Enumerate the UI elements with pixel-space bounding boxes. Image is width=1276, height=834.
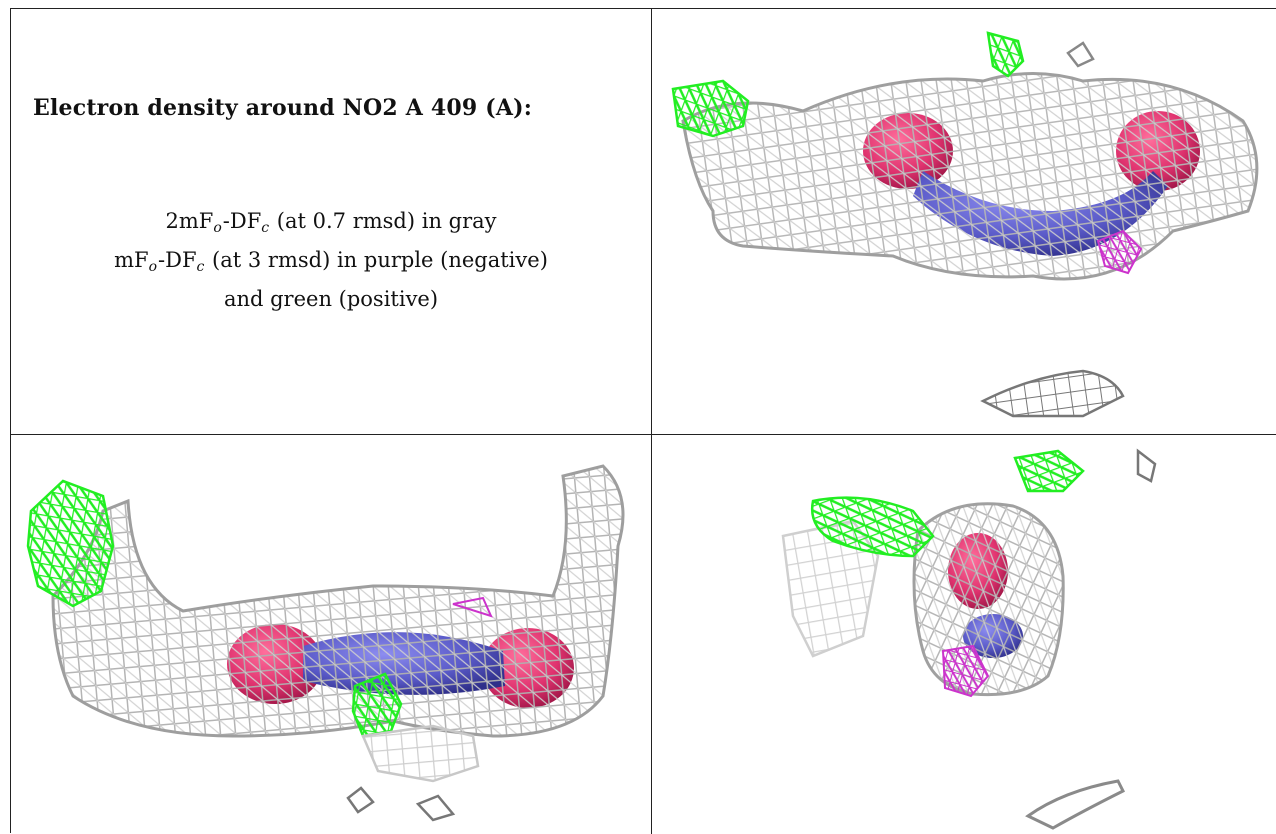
mesh-positive-green (26, 479, 115, 608)
table-column-divider (651, 9, 652, 834)
mesh-fragment (346, 786, 375, 814)
mesh-positive-green (1013, 449, 1085, 493)
mesh-fragment (415, 794, 456, 822)
caption-line-2fofc: 2mFo-DFc (at 0.7 rmsd) in gray (11, 205, 651, 244)
caption-line-fofc-mid: -DF (158, 248, 197, 272)
density-view-top-right (653, 11, 1276, 433)
caption-line-2fofc-sub-o: o (213, 220, 222, 236)
mesh-fragment (1066, 41, 1095, 68)
caption-line-2fofc-prefix: 2mF (165, 209, 214, 233)
mesh-fragment (1136, 448, 1157, 483)
mesh-2fofc-gray (51, 464, 625, 738)
caption-line-2fofc-sub-c: c (261, 220, 270, 236)
caption-line-fofc-sub-o: o (148, 259, 158, 275)
caption-line-fofc-sub-c: c (196, 259, 205, 275)
caption-line-fofc-suffix: (at 3 rmsd) in purple (negative) (205, 248, 548, 272)
table-row-divider (11, 434, 1276, 435)
density-render-1 (671, 31, 1259, 418)
mesh-2fofc-gray (681, 72, 1259, 281)
density-view-bottom-left (13, 436, 650, 834)
mesh-fragment (980, 369, 1125, 418)
caption-line-colors: and green (positive) (223, 287, 439, 311)
mesh-negative-purple (452, 596, 493, 618)
caption-cell: Electron density around NO2 A 409 (A): 2… (11, 9, 651, 434)
mesh-2fofc-gray (912, 502, 1065, 697)
caption-line-fofc: mFo-DFc (at 3 rmsd) in purple (negative) (11, 244, 651, 283)
figure-table: Electron density around NO2 A 409 (A): 2… (10, 8, 1276, 834)
density-view-bottom-right (653, 436, 1276, 834)
caption-title: Electron density around NO2 A 409 (A): (33, 95, 533, 121)
density-render-3 (781, 448, 1157, 830)
mesh-fragment (361, 724, 480, 783)
mesh-fragment (1025, 779, 1126, 830)
mesh-negative-purple (941, 644, 990, 698)
mesh-positive-green (671, 79, 750, 138)
mesh-positive-green (986, 31, 1025, 78)
density-render-2 (26, 464, 625, 822)
mesh-negative-purple (1096, 229, 1143, 275)
caption-body: 2mFo-DFc (at 0.7 rmsd) in gray mFo-DFc (… (11, 205, 651, 315)
caption-line-2fofc-mid: -DF (222, 209, 262, 233)
caption-line-fofc-prefix: mF (114, 248, 149, 272)
caption-line-2fofc-suffix: (at 0.7 rmsd) in gray (270, 209, 497, 233)
mesh-positive-green (810, 496, 935, 558)
